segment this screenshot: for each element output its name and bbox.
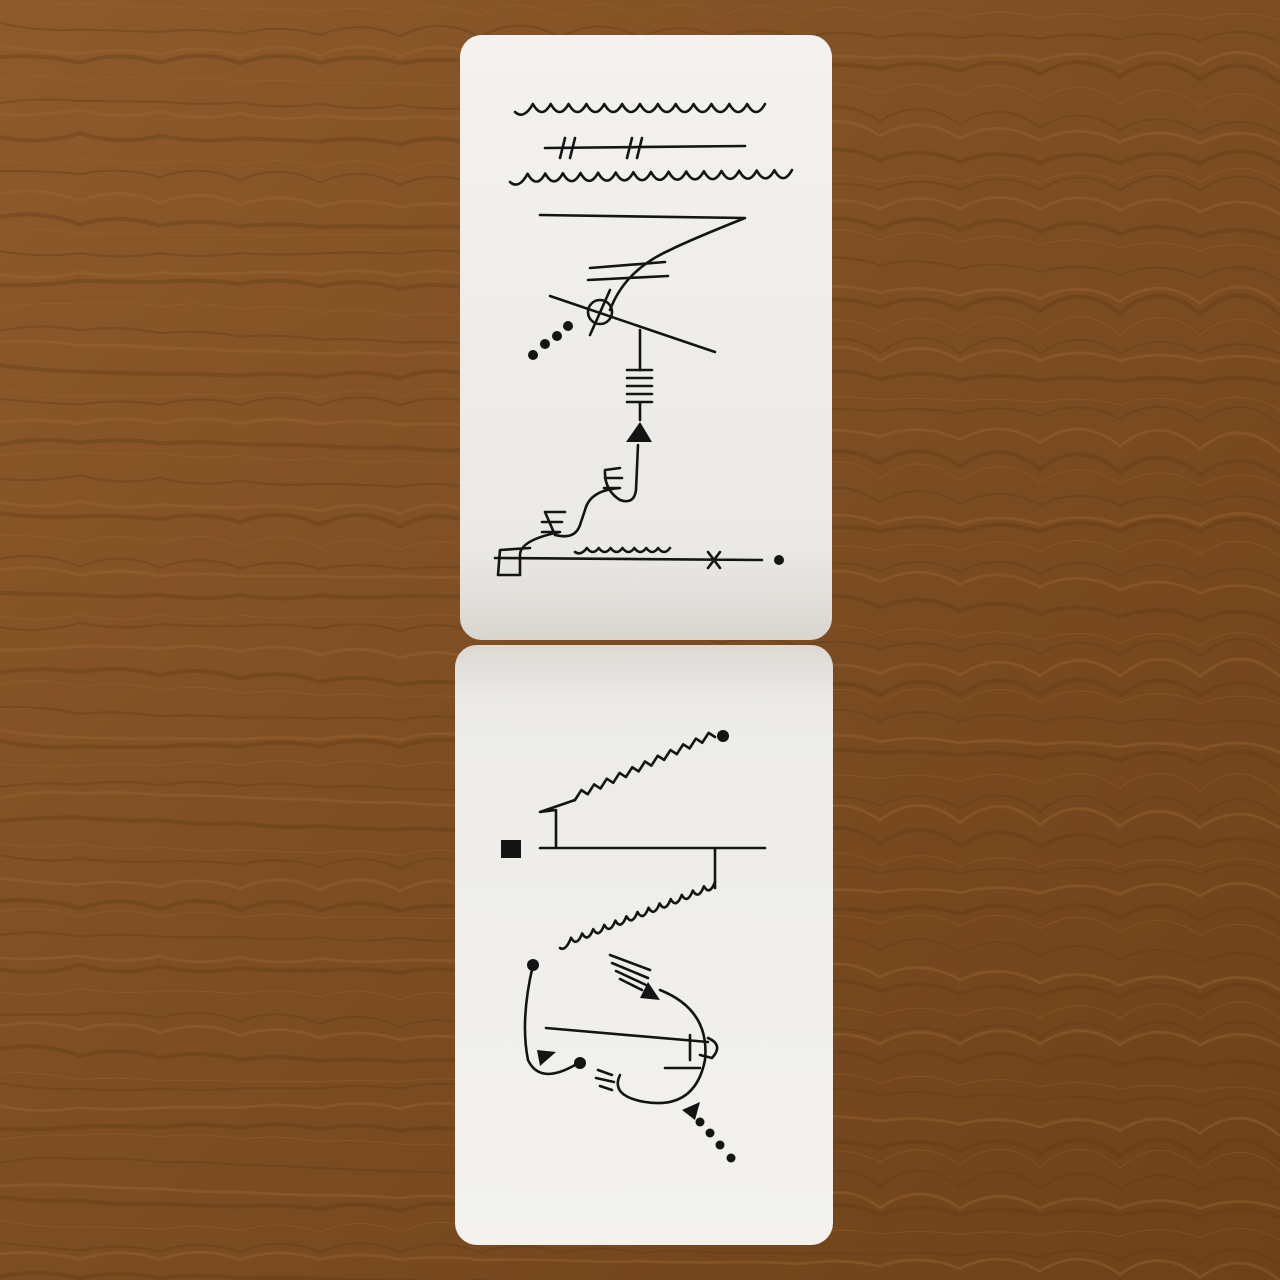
strokes [588, 288, 642, 372]
dot [726, 1153, 736, 1163]
hatched-line [543, 136, 747, 160]
notebook-page-bottom [455, 645, 833, 1245]
grain-line [0, 621, 1280, 659]
loop-left [523, 963, 577, 1076]
square [501, 840, 521, 858]
circle [586, 298, 614, 326]
dot [705, 1128, 715, 1138]
dot [574, 1057, 586, 1069]
stair-path [496, 443, 640, 577]
crossing-lines [538, 213, 747, 354]
arrow-head [626, 422, 652, 442]
grain-line [0, 0, 1280, 21]
ink-sketches [493, 102, 794, 1163]
dot [528, 350, 538, 360]
cursive-line [513, 102, 767, 116]
dot [540, 339, 550, 349]
grain-line [0, 1242, 1280, 1267]
zigzag-line [573, 731, 717, 802]
dot [717, 730, 729, 742]
base-line [493, 550, 764, 570]
notebook-page-top [460, 35, 832, 640]
dot [774, 555, 784, 565]
dot [695, 1117, 705, 1127]
cursive-line [573, 546, 672, 555]
tab [698, 1036, 719, 1060]
coil [625, 368, 654, 422]
grain-line [0, 1270, 928, 1280]
dot-trail [528, 321, 736, 1163]
grain-line [0, 1250, 1280, 1280]
loop-right [544, 988, 710, 1105]
dot [563, 321, 573, 331]
dot [715, 1140, 725, 1150]
hatching [594, 953, 652, 1092]
cursive-line [558, 880, 717, 951]
cursive-line [508, 168, 794, 186]
dot [552, 331, 562, 341]
